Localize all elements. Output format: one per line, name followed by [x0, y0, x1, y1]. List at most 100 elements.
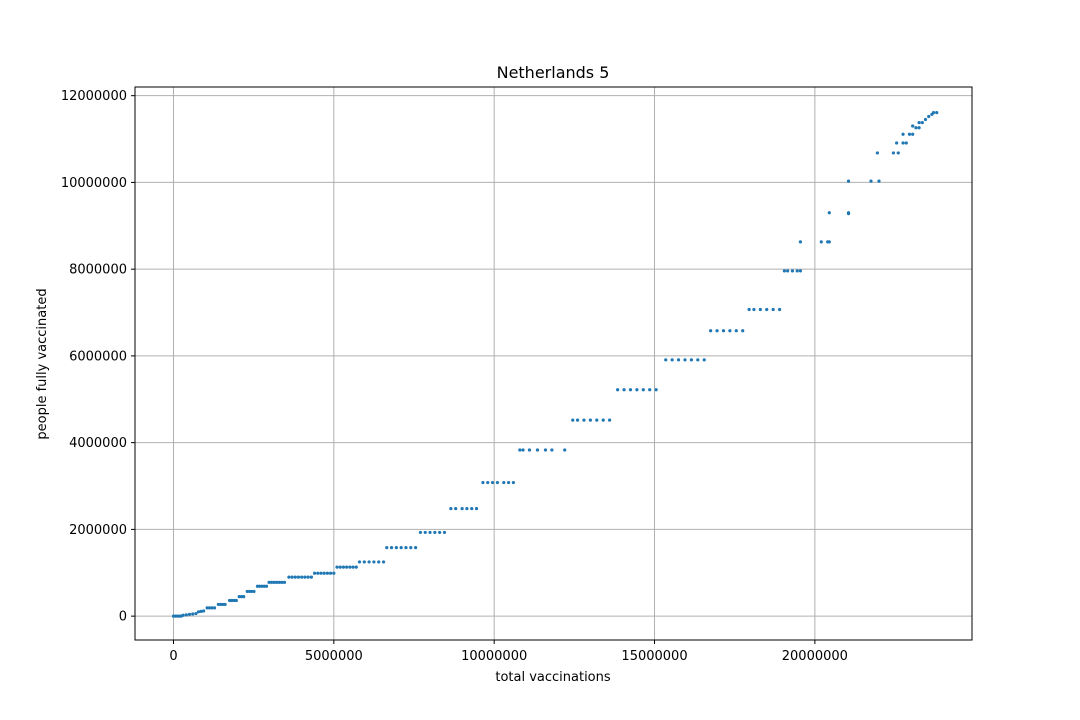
data-point [758, 307, 762, 312]
data-point [205, 606, 209, 610]
data-point [689, 358, 693, 362]
data-point [527, 448, 532, 452]
data-point [507, 480, 511, 485]
data-point [262, 584, 266, 588]
data-point [628, 388, 633, 392]
data-point [927, 114, 931, 119]
data-point [280, 580, 284, 584]
data-point [470, 506, 474, 511]
data-point [293, 575, 297, 579]
data-point [486, 480, 490, 485]
data-point [786, 269, 790, 273]
data-point [582, 418, 586, 422]
data-point [571, 418, 575, 422]
data-point [782, 269, 786, 273]
data-point [338, 565, 342, 569]
data-point [896, 151, 900, 155]
chart-title: Netherlands 5 [497, 63, 610, 82]
data-point [234, 598, 238, 603]
data-point [275, 580, 279, 584]
data-point [223, 602, 227, 607]
data-point [683, 358, 687, 362]
data-point [260, 584, 264, 588]
data-point [433, 530, 437, 535]
x-tick-label: 20000000 [782, 649, 848, 664]
data-point [715, 329, 719, 333]
y-tick-label: 4000000 [69, 436, 127, 451]
data-point [702, 358, 706, 362]
data-point [442, 530, 447, 535]
data-point [245, 589, 249, 594]
data-point [351, 565, 355, 569]
data-point [795, 269, 799, 273]
data-point [207, 606, 211, 610]
data-point [917, 120, 921, 125]
x-tick-label: 15000000 [621, 649, 687, 664]
x-tick-label: 0 [169, 649, 177, 664]
data-point [372, 560, 376, 564]
data-point [272, 580, 276, 584]
data-point [341, 565, 346, 569]
data-point [495, 480, 499, 485]
data-point [521, 448, 525, 452]
y-axis-ticks: 0 2000000 4000000 6000000 8000000 10000000 120… [61, 89, 135, 625]
data-point [827, 240, 831, 244]
data-point [846, 212, 851, 216]
data-point [931, 110, 936, 115]
data-point [210, 606, 214, 610]
data-point [465, 506, 469, 511]
data-point [300, 575, 304, 579]
data-point [354, 565, 358, 569]
y-tick-label: 2000000 [69, 523, 127, 538]
data-point [709, 329, 713, 333]
data-point [199, 609, 203, 613]
data-point [423, 530, 427, 535]
data-point [309, 575, 313, 579]
x-axis-title: total vaccinations [495, 670, 611, 685]
data-point [895, 141, 899, 145]
data-point [345, 565, 349, 569]
data-point [282, 580, 287, 584]
data-point [635, 388, 639, 392]
data-point [264, 584, 269, 588]
data-point [191, 612, 195, 616]
data-point [184, 613, 188, 617]
data-point [891, 151, 896, 155]
data-point [819, 240, 823, 244]
data-point [325, 571, 330, 575]
data-point [335, 565, 339, 569]
data-point [252, 589, 256, 594]
data-point [454, 506, 458, 511]
scatter-points [171, 110, 939, 618]
data-point [267, 580, 271, 584]
data-point [319, 571, 323, 575]
x-axis-ticks: 0 5000000 10000000 15000000 20000000 [169, 640, 848, 664]
data-point [409, 546, 413, 550]
x-tick-label: 10000000 [461, 649, 527, 664]
data-point [911, 124, 915, 128]
data-point [588, 418, 592, 422]
data-point [219, 602, 223, 607]
data-point [306, 575, 310, 579]
data-point [232, 598, 236, 603]
data-point [404, 546, 408, 550]
y-tick-label: 12000000 [61, 89, 127, 104]
data-point [312, 571, 317, 575]
data-point [367, 560, 371, 564]
data-point [790, 269, 795, 273]
data-point [728, 329, 732, 333]
data-point [563, 448, 567, 452]
data-point [296, 575, 301, 579]
data-point [920, 120, 924, 125]
data-point [348, 565, 352, 569]
data-point [798, 269, 803, 273]
data-point [875, 151, 879, 155]
data-point [389, 546, 394, 550]
data-point [202, 609, 206, 613]
data-point [303, 575, 307, 579]
data-point [394, 546, 398, 550]
data-point [237, 595, 241, 599]
data-point [747, 307, 751, 312]
data-point [270, 580, 274, 584]
